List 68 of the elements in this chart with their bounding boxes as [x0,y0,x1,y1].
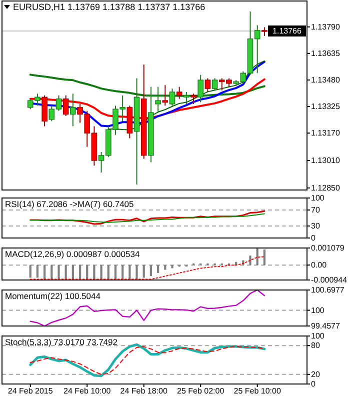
line-series [30,213,265,223]
line-series [30,210,266,225]
candlestick [184,91,190,104]
candlestick [162,84,168,106]
chart-title: Momentum(22) 100.5044 [5,291,101,301]
bar [100,265,102,280]
bar [114,265,117,280]
candlestick [204,78,211,92]
y-tick-label: 1.13635 [311,48,340,58]
x-tick-label: 24 Feb 18:00 [120,386,168,396]
y-tick-label: 100 [311,194,325,202]
bar [72,265,74,280]
x-tick-label: 24 Feb 2015 [8,386,54,396]
bar [156,265,160,273]
bar [36,265,39,278]
y-tick-label: 100 [311,306,325,315]
candlestick [169,88,176,106]
candlestick [62,94,69,116]
y-tick-label: 0.001079 [311,244,345,252]
bar [50,265,53,280]
chart-title: Stoch(5,3,3) 73.0170 73.7492 [5,337,118,347]
x-tick-label: 25 Feb 02:00 [177,386,225,396]
bar [142,265,145,278]
y-tick-label: 70 [311,206,320,214]
y-tick-label: 1.13010 [311,156,340,166]
bar [86,265,88,280]
y-tick-label: 0 [311,234,316,242]
candlestick [198,74,204,103]
y-tick-label: 100 [311,332,325,340]
candlestick [190,93,196,104]
bar [249,256,252,266]
bar [164,265,166,270]
bar [29,265,32,278]
chart-title: EURUSD,H1 1.13769 1.13788 1.13737 1.13766 [13,2,206,12]
bar [128,265,131,280]
bar [64,265,67,280]
x-tick-label: 25 Feb 10:00 [234,386,282,396]
candlestick [176,86,182,100]
x-tick-label: 24 Feb 10:00 [64,386,112,396]
bar [122,265,124,280]
bar [150,265,152,276]
y-tick-label: 80 [311,341,320,350]
y-tick-label: 1.13170 [311,128,340,138]
y-tick-label: 1.13480 [311,75,340,84]
y-tick-label: -0.000944 [311,276,348,284]
y-tick-label: 0 [311,380,316,388]
bar [107,265,110,280]
y-tick-label: 30 [311,222,320,230]
bar [263,249,266,266]
chart-title: MACD(12,26,9) 0.000987 0.000534 [5,249,140,259]
bar [43,265,46,280]
bar [136,265,138,280]
y-tick-label: 99.4577 [311,322,340,330]
bar [93,265,96,280]
bar [58,265,60,280]
y-tick-label: 1.13790 [311,22,340,32]
bar [171,265,174,268]
candlestick [70,93,76,127]
ref-line-label: 1.13766 [272,26,302,36]
y-tick-label: 1.13325 [311,102,340,112]
candlestick [212,78,218,91]
y-tick-label: 100.6977 [311,286,345,294]
candlestick [155,86,161,114]
y-tick-label: 1.12850 [311,183,340,192]
chart-title: RSI(14) 67.2086 ->MA(7) 60.7405 [5,199,134,209]
y-tick-label: 20 [311,370,320,379]
bar [78,265,82,280]
y-tick-label: 0.00 [311,260,328,270]
